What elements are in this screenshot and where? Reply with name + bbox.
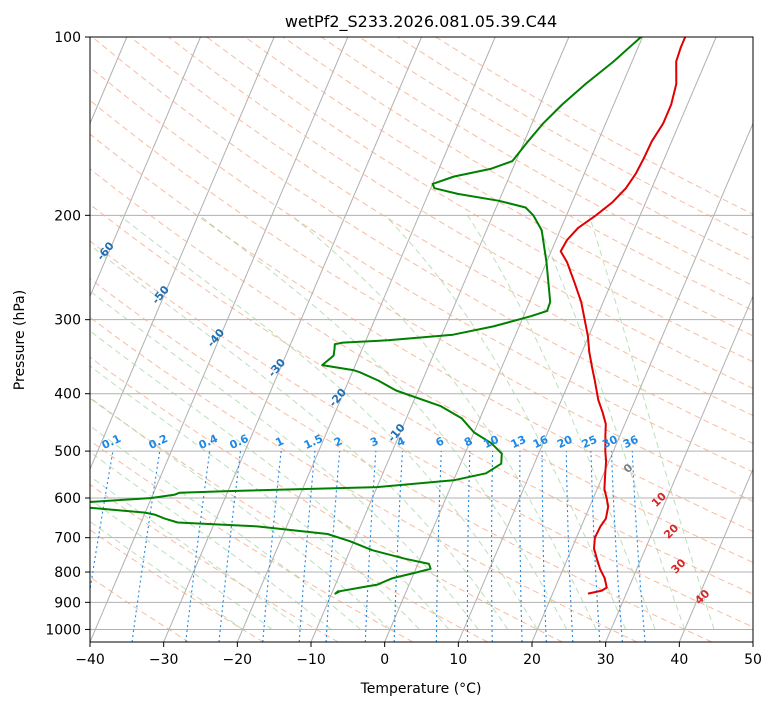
isotherm-line [163,37,422,642]
isotherm-line [236,37,496,642]
isotherm-line [90,37,349,642]
chart-title: wetPf2_S233.2026.081.05.39.C44 [285,12,557,32]
dry-adiabat [90,99,753,502]
isotherm-label: -80 [0,140,12,164]
temperature-line [559,37,687,595]
axes: −40 −30 −20 −10 0 10 20 30 40 50 100 200 300 400 500 60… [45,30,762,668]
y-tick-label: 500 [54,444,81,460]
mixing-ratio-label: 36 [621,433,641,451]
dry-adiabat [90,168,753,563]
moist-adiabat [90,475,302,630]
isotherm-line [752,640,753,642]
x-tick-label: −40 [75,652,105,668]
plot-background [90,37,753,642]
isotherm-line [90,37,201,298]
y-tick-label: 700 [54,531,81,547]
dry-adiabat [244,37,753,337]
isotherm-line [678,467,753,642]
mixing-ratio-label: 30 [600,433,620,451]
dry-adiabat [282,37,753,312]
y-tick-label: 200 [54,208,81,224]
mixing-ratio-label: 25 [580,433,599,451]
moist-adiabat [90,425,361,630]
x-tick-label: 50 [744,652,762,668]
dry-adiabat [90,356,563,642]
moist-adiabat [384,214,627,630]
isotherm-line [384,37,643,642]
moist-adiabat [90,396,391,630]
x-tick-label: 0 [380,652,389,668]
sounding-series [90,37,687,595]
moist-adiabat [90,290,479,630]
y-tick-label: 1000 [45,622,81,638]
dry-adiabat [90,240,753,628]
dry-adiabat [90,133,753,533]
y-tick-label: 800 [54,565,81,581]
dry-adiabat [90,529,264,642]
isotherm-line [531,122,753,642]
y-axis-label: Pressure (hPa) [12,290,28,390]
mixing-ratio-label: 20 [555,433,575,451]
y-tick-label: 600 [54,491,81,507]
dewpoint-line [90,37,642,595]
plot-frame [89,36,754,643]
moist-adiabat [90,365,420,630]
x-tick-label: −20 [223,652,253,668]
x-tick-label: 30 [597,652,615,668]
x-tick-label: −10 [296,652,326,668]
x-tick-label: 40 [670,652,688,668]
moist-adiabat [290,214,597,630]
moist-adiabat [90,244,509,630]
dry-adiabat [90,483,339,642]
mixing-ratio-label: 13 [509,433,528,451]
x-tick-label: 20 [523,652,541,668]
moist-adiabat [588,215,715,630]
isotherm-line [605,295,753,642]
isotherm-line [90,37,275,471]
moist-adiabat [90,520,243,630]
y-tick-label: 900 [54,595,81,611]
mixing-ratio-label: 10 [481,433,501,451]
dry-adiabat [130,37,753,417]
moist-adiabat [90,330,450,630]
mixing-ratio-label: 16 [531,433,551,451]
moist-adiabat [198,214,568,630]
dry-adiabat [91,37,753,445]
isotherm-label: -70 [44,185,67,209]
y-tick-label: 400 [54,387,81,403]
x-tick-label: 10 [449,652,467,668]
moist-adiabat [119,214,538,630]
dry-adiabat [90,203,753,595]
y-tick-label: 100 [54,30,81,46]
x-axis-label: Temperature (°C) [360,681,482,697]
moist-adiabat [467,215,656,630]
y-tick-label: 300 [54,313,81,329]
dry-adiabat [168,37,753,389]
moist-adiabat [90,498,273,630]
x-tick-label: −30 [149,652,179,668]
dry-adiabat [90,278,712,642]
